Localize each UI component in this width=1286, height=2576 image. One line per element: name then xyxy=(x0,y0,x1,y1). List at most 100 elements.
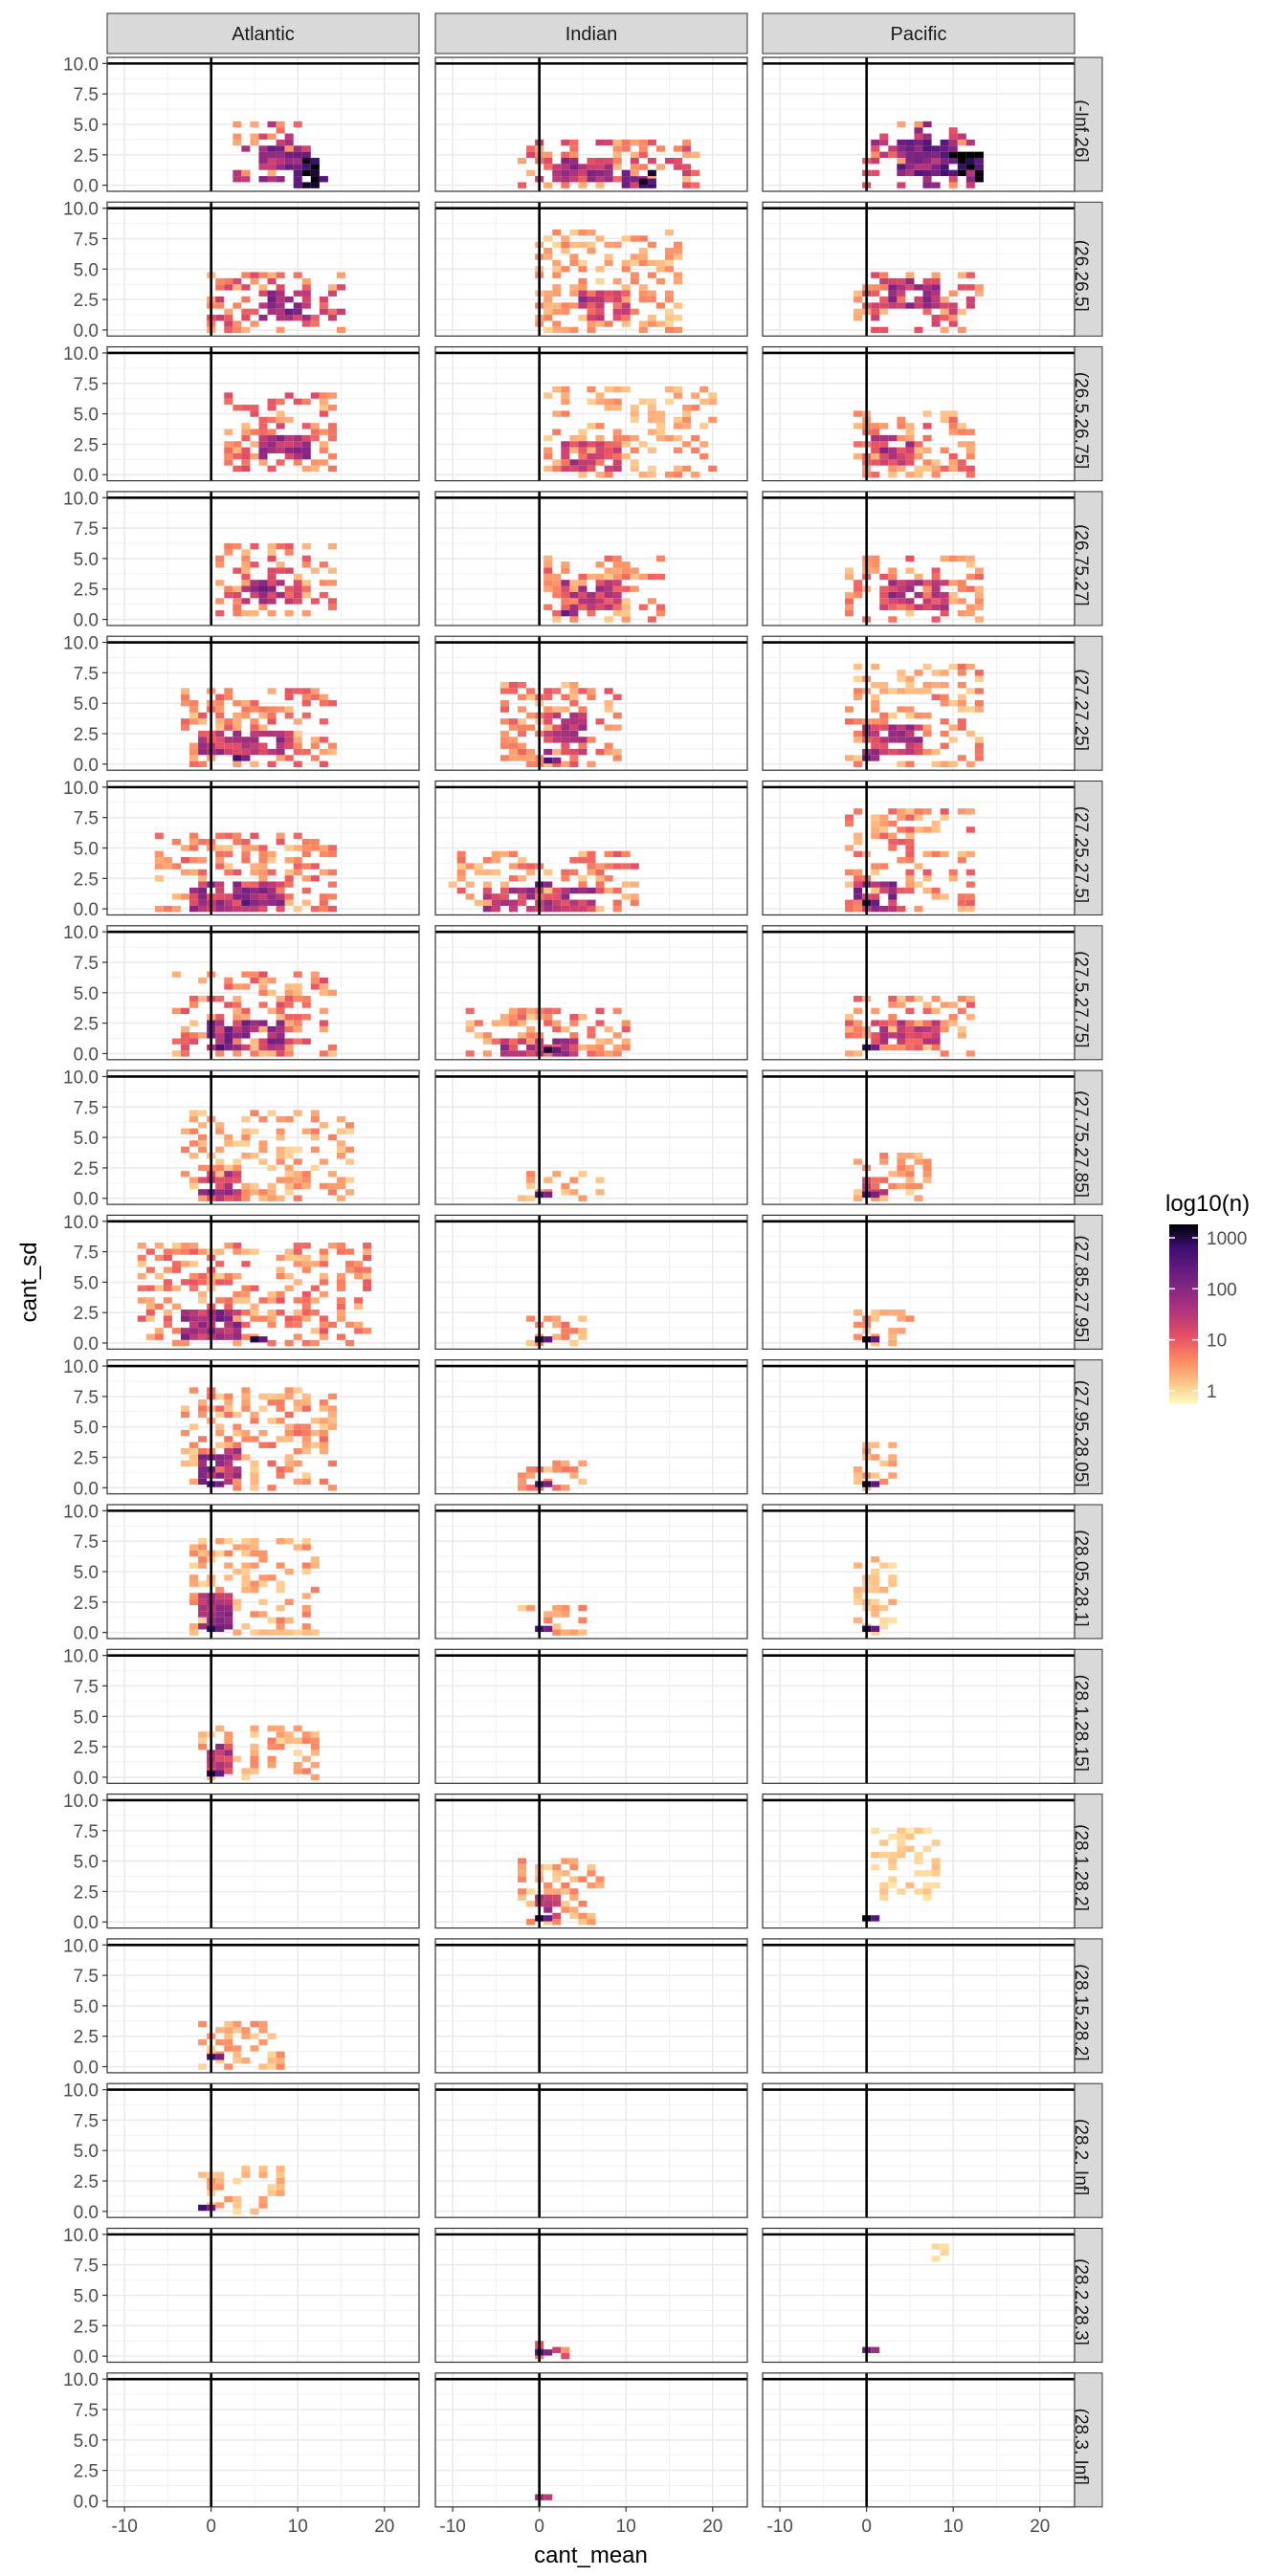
heat-tile xyxy=(897,1020,906,1026)
heat-tile xyxy=(871,694,880,701)
heat-tile xyxy=(965,808,975,815)
heat-tile xyxy=(224,983,233,990)
heat-tile xyxy=(215,1182,225,1190)
heat-tile xyxy=(940,308,949,316)
heat-tile xyxy=(258,1020,268,1026)
heat-tile xyxy=(578,229,588,236)
heat-tile xyxy=(595,905,605,913)
heat-tile xyxy=(293,272,302,278)
heat-tile xyxy=(137,1315,146,1322)
heat-tile xyxy=(319,1020,328,1026)
heat-tile xyxy=(561,266,570,273)
heat-tile xyxy=(233,1605,242,1612)
heat-tile xyxy=(569,139,579,146)
heat-tile xyxy=(604,887,613,894)
heat-tile xyxy=(931,2256,941,2262)
heat-tile xyxy=(224,1328,233,1334)
heat-tile xyxy=(587,694,596,701)
heat-tile xyxy=(518,748,527,756)
heat-tile xyxy=(621,266,631,273)
heat-tile xyxy=(233,1164,242,1172)
y-tick-label: 7.5 xyxy=(74,954,99,974)
heat-tile xyxy=(940,681,949,689)
heat-tile xyxy=(276,423,285,429)
heat-tile xyxy=(276,995,285,1002)
heat-tile xyxy=(267,869,277,876)
heat-tile xyxy=(552,302,562,309)
heat-tile xyxy=(948,1002,958,1008)
heat-tile xyxy=(241,447,251,453)
heat-tile xyxy=(319,700,328,707)
heat-tile xyxy=(518,730,527,738)
panel-atlantic-3 xyxy=(106,491,420,627)
heat-tile xyxy=(284,706,294,713)
heat-tile xyxy=(578,857,588,864)
heat-tile xyxy=(674,385,683,393)
heat-tile xyxy=(871,826,880,833)
heat-tile xyxy=(293,1478,302,1486)
heat-tile xyxy=(922,296,932,303)
heat-tile xyxy=(561,176,570,183)
heat-tile xyxy=(621,1025,631,1033)
heat-tile xyxy=(948,145,958,152)
heat-tile xyxy=(215,1146,225,1154)
heat-tile xyxy=(526,1466,536,1473)
heat-tile xyxy=(543,1611,553,1618)
heat-tile xyxy=(871,1629,880,1636)
heat-tile xyxy=(258,1336,268,1343)
heat-tile xyxy=(905,1025,915,1033)
panel-border xyxy=(434,201,748,337)
heat-tile xyxy=(258,598,268,605)
heat-tile xyxy=(604,385,613,393)
heat-tile xyxy=(224,1750,233,1756)
heat-tile xyxy=(301,850,311,858)
heat-tile xyxy=(595,869,605,876)
heat-tile xyxy=(888,845,898,851)
row-strip-label: (27,27.25] xyxy=(1071,669,1091,751)
heat-tile xyxy=(888,567,898,574)
heat-tile xyxy=(284,1153,294,1159)
panel-pacific-7 xyxy=(762,1069,1075,1205)
heat-tile xyxy=(940,760,949,768)
heat-tile xyxy=(612,315,622,321)
heat-tile xyxy=(508,863,519,870)
heat-tile xyxy=(327,1393,337,1400)
heat-tile xyxy=(180,688,190,694)
heat-tile xyxy=(871,899,880,906)
heat-tile xyxy=(250,1485,259,1491)
heat-tile xyxy=(682,169,692,177)
heat-tile xyxy=(508,899,519,906)
heat-tile xyxy=(319,1007,328,1015)
heat-tile xyxy=(198,712,208,719)
facet-strip-indian xyxy=(434,12,748,55)
heat-tile xyxy=(569,447,579,453)
heat-tile xyxy=(845,718,854,725)
heat-tile xyxy=(630,416,639,424)
y-tick-label: 10.0 xyxy=(63,1936,99,1956)
heat-tile xyxy=(974,737,984,743)
heat-tile xyxy=(905,838,915,846)
heat-tile xyxy=(931,1882,941,1889)
heat-tile xyxy=(940,700,949,707)
panel-border xyxy=(434,1504,748,1640)
y-tick-label: 7.5 xyxy=(74,1677,99,1697)
heat-tile xyxy=(871,887,880,894)
heat-tile xyxy=(233,1478,242,1486)
heat-tile xyxy=(922,459,932,466)
heat-tile xyxy=(241,2027,251,2034)
heat-tile xyxy=(871,1032,880,1039)
heat-tile xyxy=(180,1050,190,1057)
heat-tile xyxy=(543,164,553,170)
heat-tile xyxy=(888,1472,898,1479)
heat-tile xyxy=(154,1285,164,1291)
heat-tile xyxy=(561,158,570,165)
heat-tile xyxy=(250,863,259,870)
heat-tile xyxy=(319,869,328,876)
heat-tile xyxy=(327,452,337,460)
heat-tile xyxy=(284,1339,294,1347)
panel-indian-8 xyxy=(434,1214,748,1351)
heat-tile xyxy=(888,1020,898,1026)
heat-tile xyxy=(854,832,863,839)
panel-border xyxy=(762,2227,1075,2364)
heat-tile xyxy=(241,1014,251,1021)
